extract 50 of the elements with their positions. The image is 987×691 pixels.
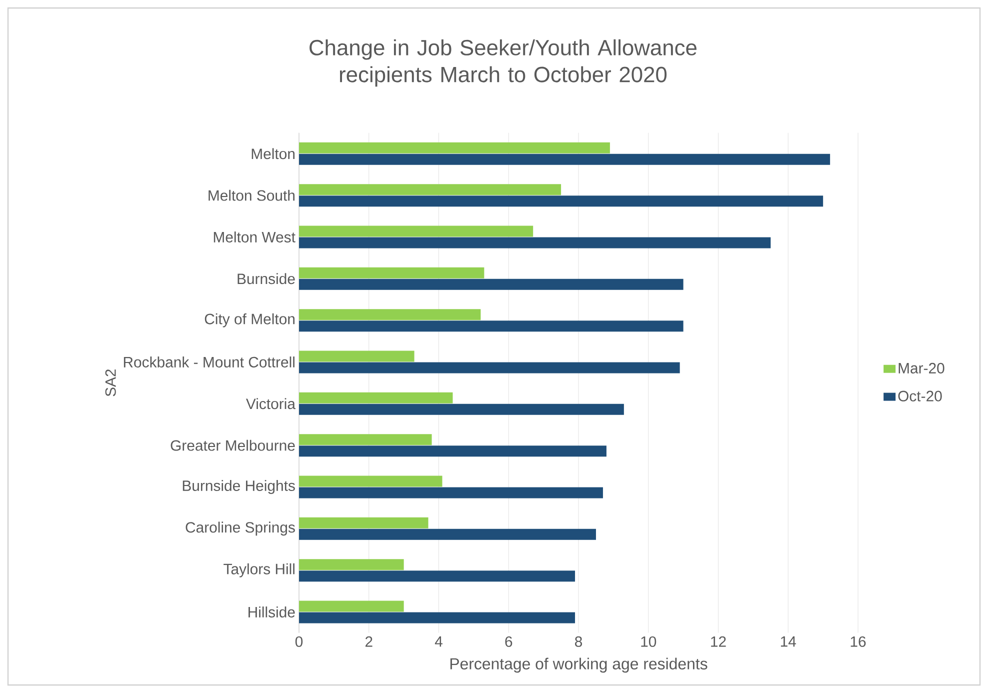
y-tick-label: Melton	[252, 148, 295, 160]
legend-label: Oct-20	[898, 390, 942, 402]
bar	[299, 309, 481, 320]
y-tick-label: City of Melton	[204, 313, 294, 328]
bar	[299, 404, 624, 415]
y-tick-label: Rockbank - Mount Cottrell	[124, 356, 294, 368]
y-tick-label: Greater Melbourne	[170, 440, 295, 451]
y-tick-label: Victoria	[246, 398, 296, 410]
legend-label: Mar-20	[898, 362, 944, 374]
bar	[299, 237, 771, 248]
x-tick-label: 16	[850, 636, 866, 647]
bar	[299, 392, 453, 404]
x-tick-label: 6	[505, 636, 512, 647]
bar	[299, 196, 824, 207]
y-tick-label: Taylors Hill	[224, 563, 294, 578]
bar	[299, 350, 414, 362]
y-tick-label: Melton West	[214, 231, 296, 242]
y-tick-label: Burnside Heights	[182, 480, 295, 494]
x-tick-label: 4	[434, 636, 442, 647]
bar	[299, 570, 576, 582]
bar	[299, 528, 596, 540]
bar	[299, 320, 684, 332]
bar	[299, 600, 404, 612]
bar	[299, 267, 484, 278]
y-tick-label: Melton South	[208, 190, 294, 201]
bar	[299, 154, 830, 165]
y-tick-label: Hillside	[248, 606, 295, 618]
bar	[299, 446, 606, 457]
x-tick-label: 12	[711, 636, 726, 647]
bar	[299, 184, 562, 196]
bar	[299, 362, 680, 374]
x-tick-label: 8	[575, 636, 582, 647]
bar	[299, 517, 428, 528]
x-tick-label: 14	[780, 636, 796, 647]
bar	[299, 226, 534, 237]
y-tick-label: Burnside	[238, 273, 295, 284]
bar	[299, 434, 432, 446]
bar	[299, 142, 610, 154]
bar	[299, 559, 404, 570]
chart-title: Change in Job Seeker/Youth Allowance recipients March to October 2020	[310, 39, 696, 87]
x-tick-label: 10	[641, 636, 656, 647]
bar	[299, 487, 603, 498]
y-axis-title: SA2	[105, 369, 116, 396]
x-tick-label: 2	[365, 636, 372, 647]
y-tick-label: Caroline Springs	[186, 522, 295, 536]
bar	[299, 476, 442, 487]
x-tick-label: 0	[295, 636, 303, 647]
bar	[299, 612, 576, 624]
bar	[299, 278, 684, 290]
x-axis-title: Percentage of working age residents	[450, 658, 708, 673]
